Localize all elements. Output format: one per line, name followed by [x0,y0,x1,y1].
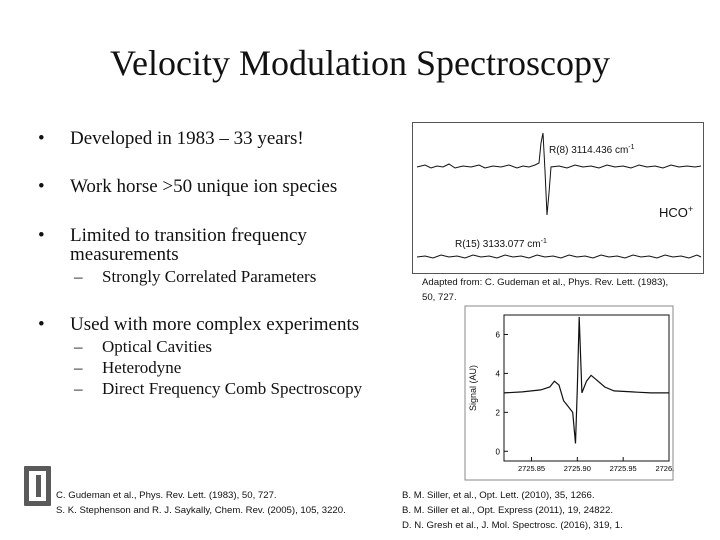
sub-bullet-comb: – Direct Frequency Comb Spectroscopy [74,378,362,399]
bullet-mark: • [38,128,45,149]
x-tick-label: 2725.90 [564,464,591,473]
y-tick-label: 6 [496,330,501,339]
y-tick-label: 0 [496,447,501,456]
sub-bullet-text: Optical Cavities [102,337,213,356]
y-axis-label: Signal (AU) [468,365,478,411]
bullet-text: Developed in 1983 – 33 years! [70,128,304,149]
logo-letter-bar [36,475,41,497]
references-right: B. M. Siller, et al., Opt. Lett. (2010),… [402,488,623,533]
bullet-complex: • Used with more complex experiments [38,314,359,336]
lower-trace [416,254,702,259]
university-logo [24,466,51,506]
bullet-text-line2: measurements [70,244,179,265]
sub-bullet-dash: – [74,379,83,398]
logo-inner [29,471,46,501]
reference-line: B. M. Siller et al., Opt. Express (2011)… [402,505,613,516]
sub-bullet-dash: – [74,267,83,286]
sub-bullet-dash: – [74,358,83,377]
chart-frame [464,305,674,481]
plot-area [503,314,670,462]
bullet-mark: • [38,314,45,335]
hco-spectrum-figure: R(8) 3114.436 cm-1 R(15) 3133.077 cm-1 H… [412,122,704,274]
lower-label: R(15) 3133.077 cm-1 [455,238,547,250]
upper-label: R(8) 3114.436 cm-1 [549,144,635,156]
hco-spectrum-svg: R(8) 3114.436 cm-1 R(15) 3133.077 cm-1 H… [416,132,702,259]
bullet-text: Used with more complex experiments [70,314,360,335]
y-tick-label: 4 [496,369,501,378]
reference-line: D. N. Gresh et al., J. Mol. Spectrosc. (… [402,520,623,531]
reference-line: C. Gudeman et al., Phys. Rev. Lett. (198… [56,490,277,501]
bullet-mark: • [38,176,45,197]
bullet-limited: • Limited to transition frequency measur… [38,225,307,266]
sub-bullet-heterodyne: – Heterodyne [74,357,181,378]
species-label: HCO+ [659,204,693,220]
caption-line: Adapted from: C. Gudeman et al., Phys. R… [422,277,669,288]
top-figure-caption: Adapted from: C. Gudeman et al., Phys. R… [422,275,668,305]
caption-line: 50, 727. [422,292,457,303]
x-tick-label: 2725.85 [518,464,545,473]
bullet-developed: • Developed in 1983 – 33 years! [38,128,304,150]
bullet-text: Work horse >50 unique ion species [70,176,338,197]
slide-title: Velocity Modulation Spectroscopy [110,43,610,83]
signal-series-line [503,316,669,444]
y-tick-label: 2 [496,408,501,417]
bullet-workhorse: • Work horse >50 unique ion species [38,176,337,198]
reference-line: S. K. Stephenson and R. J. Saykally, Che… [56,505,346,516]
bullet-mark: • [38,225,45,246]
sub-bullet-text: Heterodyne [102,358,182,377]
sub-bullet-dash: – [74,337,83,356]
sub-bullet-text: Direct Frequency Comb Spectroscopy [102,379,363,398]
sub-bullet-cavities: – Optical Cavities [74,336,212,357]
upper-trace [416,132,702,216]
reference-line: B. M. Siller, et al., Opt. Lett. (2010),… [402,490,595,501]
sub-bullet-text: Strongly Correlated Parameters [102,267,317,286]
bullet-text-line1: Limited to transition frequency [70,225,307,246]
signal-chart: Signal (AU) 6 4 2 0 2725.85 2725.90 2725.95 27… [464,305,674,481]
x-tick-label: 2726.00 [655,464,674,473]
references-left: C. Gudeman et al., Phys. Rev. Lett. (198… [56,488,346,518]
sub-bullet-correlated: – Strongly Correlated Parameters [74,266,316,287]
x-tick-label: 2725.95 [610,464,637,473]
